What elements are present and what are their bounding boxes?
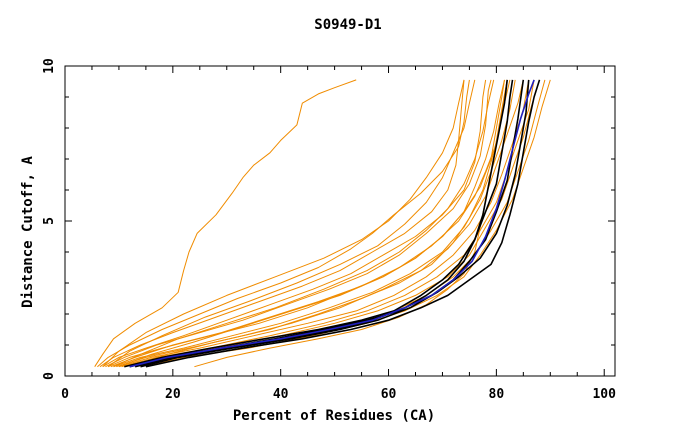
series-line-3 — [99, 79, 465, 368]
x-tick-labels: 0 20 40 60 80 100 — [61, 387, 616, 402]
series-layer — [94, 79, 551, 368]
series-line-8 — [113, 79, 516, 368]
series-line-20 — [129, 79, 511, 368]
x-tick-label-100: 100 — [592, 387, 616, 402]
series-line-11 — [121, 79, 535, 368]
series-line-19 — [118, 79, 505, 368]
series-line-2 — [97, 79, 470, 368]
y-tick-labels: 0 5 10 — [42, 58, 57, 380]
x-tick-label-0: 0 — [61, 387, 69, 402]
series-line-25 — [145, 79, 541, 368]
chart-title: S0949-D1 — [314, 17, 381, 33]
series-line-4 — [102, 79, 487, 368]
series-line-18 — [113, 79, 495, 368]
x-tick-label-40: 40 — [273, 387, 289, 402]
y-axis-label: Distance Cutoff, A — [20, 156, 36, 308]
plot-area — [64, 65, 616, 377]
series-line-1 — [94, 79, 357, 367]
series-line-13 — [129, 79, 546, 368]
series-line-10 — [118, 79, 530, 368]
y-tick-label-10: 10 — [42, 58, 57, 74]
x-tick-label-60: 60 — [381, 387, 397, 402]
series-line-22 — [129, 79, 508, 368]
series-line-21 — [124, 79, 514, 368]
y-tick-label-0: 0 — [42, 372, 57, 380]
series-line-12 — [124, 79, 540, 368]
x-tick-label-20: 20 — [165, 387, 181, 402]
series-line-7 — [110, 79, 508, 368]
series-line-16 — [102, 79, 465, 368]
x-tick-label-80: 80 — [489, 387, 505, 402]
y-tick-label-5: 5 — [42, 217, 57, 225]
tick-layer — [64, 65, 615, 377]
series-line-26 — [129, 79, 535, 368]
series-line-17 — [107, 79, 476, 368]
x-axis-label: Percent of Residues (CA) — [233, 408, 435, 424]
